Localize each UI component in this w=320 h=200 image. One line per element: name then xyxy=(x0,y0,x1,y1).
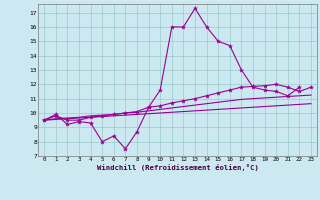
X-axis label: Windchill (Refroidissement éolien,°C): Windchill (Refroidissement éolien,°C) xyxy=(97,164,259,171)
